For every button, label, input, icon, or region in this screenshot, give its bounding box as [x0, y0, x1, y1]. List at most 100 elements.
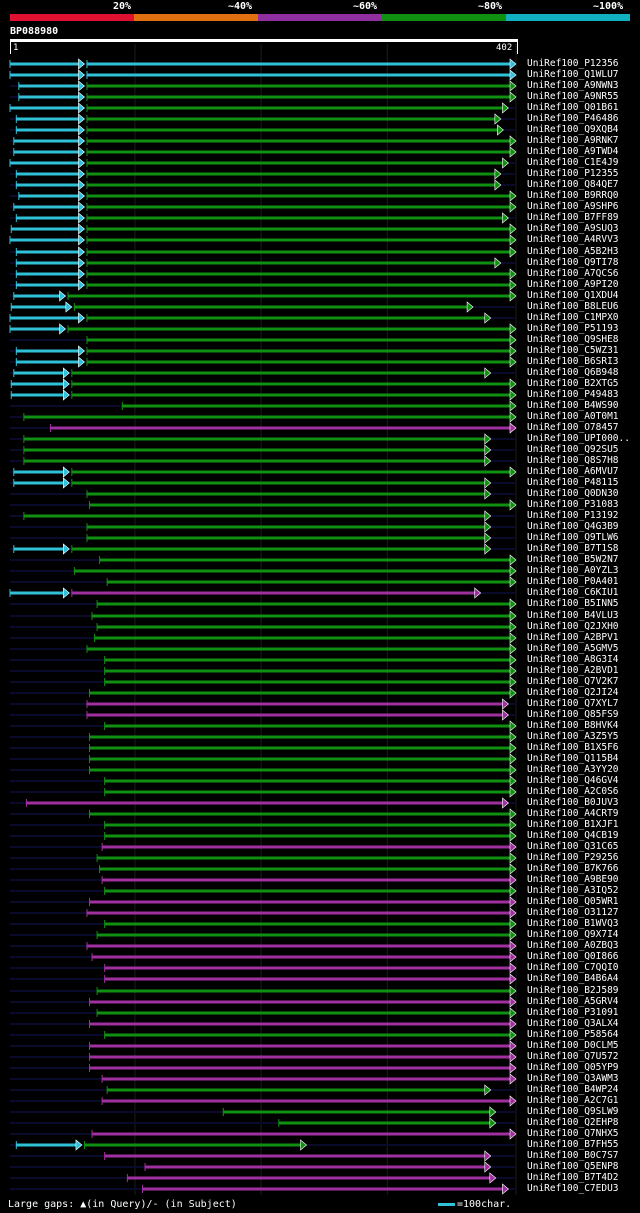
hit-name[interactable]: UniRef100_Q7U572 — [527, 1051, 619, 1062]
hit-name[interactable]: UniRef100_Q01B61 — [527, 102, 619, 113]
hit-name[interactable]: UniRef100_C5WZ31 — [527, 345, 619, 356]
hit-name[interactable]: UniRef100_O31127 — [527, 907, 619, 918]
hit-name[interactable]: UniRef100_B2XTG5 — [527, 378, 619, 389]
hit-name[interactable]: UniRef100_P31091 — [527, 1007, 619, 1018]
hit-name[interactable]: UniRef100_P0A401 — [527, 576, 619, 587]
hit-name[interactable]: UniRef100_B0JUV3 — [527, 797, 619, 808]
hit-name[interactable]: UniRef100_O78457 — [527, 422, 619, 433]
hit-name[interactable]: UniRef100_B4B6A4 — [527, 973, 619, 984]
hit-name[interactable]: UniRef100_P48115 — [527, 477, 619, 488]
hit-name[interactable]: UniRef100_A9RNK7 — [527, 135, 619, 146]
hit-name[interactable]: UniRef100_Q31C65 — [527, 841, 619, 852]
hit-name[interactable]: UniRef100_Q4G3B9 — [527, 521, 619, 532]
hit-name[interactable]: UniRef100_P13192 — [527, 510, 619, 521]
hit-name[interactable]: UniRef100_A9NWN3 — [527, 80, 619, 91]
hit-name[interactable]: UniRef100_A5B2H3 — [527, 246, 619, 257]
hit-name[interactable]: UniRef100_A5GRV4 — [527, 996, 619, 1007]
hit-name[interactable]: UniRef100_B4WP24 — [527, 1084, 619, 1095]
hit-name[interactable]: UniRef100_A8G3I4 — [527, 654, 619, 665]
hit-name[interactable]: UniRef100_A0T0M1 — [527, 411, 619, 422]
hit-name[interactable]: UniRef100_Q84QE7 — [527, 179, 619, 190]
hit-name[interactable]: UniRef100_Q7XYL7 — [527, 698, 619, 709]
hit-name[interactable]: UniRef100_B7K766 — [527, 863, 619, 874]
hit-name[interactable]: UniRef100_Q4CB19 — [527, 830, 619, 841]
hit-name[interactable]: UniRef100_B9RRQ0 — [527, 190, 619, 201]
hit-name[interactable]: UniRef100_B4VLU3 — [527, 610, 619, 621]
hit-name[interactable]: UniRef100_A9SHP6 — [527, 201, 619, 212]
hit-name[interactable]: UniRef100_Q9TI78 — [527, 257, 619, 268]
hit-name[interactable]: UniRef100_Q05WR1 — [527, 896, 619, 907]
hit-name[interactable]: UniRef100_Q9XQB4 — [527, 124, 619, 135]
hit-name[interactable]: UniRef100_Q2EHP8 — [527, 1117, 619, 1128]
hit-name[interactable]: UniRef100_A5GMV5 — [527, 643, 619, 654]
hit-name[interactable]: UniRef100_B1X5F6 — [527, 742, 619, 753]
hit-name[interactable]: UniRef100_Q9SHE8 — [527, 334, 619, 345]
hit-name[interactable]: UniRef100_A7QCS6 — [527, 268, 619, 279]
hit-name[interactable]: UniRef100_Q92SU5 — [527, 444, 619, 455]
hit-name[interactable]: UniRef100_Q46GV4 — [527, 775, 619, 786]
hit-name[interactable]: UniRef100_P12356 — [527, 58, 619, 69]
hit-name[interactable]: UniRef100_D0CLM5 — [527, 1040, 619, 1051]
hit-name[interactable]: UniRef100_P49483 — [527, 389, 619, 400]
hit-name[interactable]: UniRef100_A4RVV3 — [527, 234, 619, 245]
hit-name[interactable]: UniRef100_B5INN5 — [527, 598, 619, 609]
hit-name[interactable]: UniRef100_Q3ALX4 — [527, 1018, 619, 1029]
hit-name[interactable]: UniRef100_A9PI20 — [527, 279, 619, 290]
hit-name[interactable]: UniRef100_A3YY20 — [527, 764, 619, 775]
hit-name[interactable]: UniRef100_A9BE90 — [527, 874, 619, 885]
hit-name[interactable]: UniRef100_A9TWD4 — [527, 146, 619, 157]
hit-name[interactable]: UniRef100_P51193 — [527, 323, 619, 334]
hit-name[interactable]: UniRef100_C7QQI0 — [527, 962, 619, 973]
hit-name[interactable]: UniRef100_B6SRI3 — [527, 356, 619, 367]
hit-name[interactable]: UniRef100_B7FH55 — [527, 1139, 619, 1150]
hit-name[interactable]: UniRef100_A0ZBQ3 — [527, 940, 619, 951]
hit-name[interactable]: UniRef100_A3Z5Y5 — [527, 731, 619, 742]
hit-name[interactable]: UniRef100_Q115B4 — [527, 753, 619, 764]
hit-name[interactable]: UniRef100_P29256 — [527, 852, 619, 863]
hit-name[interactable]: UniRef100_Q0DN30 — [527, 488, 619, 499]
hit-name[interactable]: UniRef100_Q1WLU7 — [527, 69, 619, 80]
hit-name[interactable]: UniRef100_B8HVK4 — [527, 720, 619, 731]
hit-name[interactable]: UniRef100_A3IQ52 — [527, 885, 619, 896]
hit-name[interactable]: UniRef100_UPI000.. — [527, 433, 630, 444]
hit-name[interactable]: UniRef100_B5W2N7 — [527, 554, 619, 565]
hit-name[interactable]: UniRef100_Q05YP9 — [527, 1062, 619, 1073]
hit-name[interactable]: UniRef100_Q2JI24 — [527, 687, 619, 698]
hit-name[interactable]: UniRef100_A2C7G1 — [527, 1095, 619, 1106]
hit-name[interactable]: UniRef100_B2J589 — [527, 985, 619, 996]
hit-name[interactable]: UniRef100_B8LEU6 — [527, 301, 619, 312]
hit-name[interactable]: UniRef100_A2C0S6 — [527, 786, 619, 797]
hit-name[interactable]: UniRef100_Q7V2K7 — [527, 676, 619, 687]
hit-name[interactable]: UniRef100_A6MVU7 — [527, 466, 619, 477]
hit-name[interactable]: UniRef100_Q0I866 — [527, 951, 619, 962]
hit-name[interactable]: UniRef100_A9SUQ3 — [527, 223, 619, 234]
hit-name[interactable]: UniRef100_Q6B948 — [527, 367, 619, 378]
hit-name[interactable]: UniRef100_C6KIU1 — [527, 587, 619, 598]
hit-name[interactable]: UniRef100_C1MPX0 — [527, 312, 619, 323]
hit-name[interactable]: UniRef100_B0C7S7 — [527, 1150, 619, 1161]
hit-name[interactable]: UniRef100_A9NR55 — [527, 91, 619, 102]
hit-name[interactable]: UniRef100_B1XJF1 — [527, 819, 619, 830]
hit-name[interactable]: UniRef100_Q1XDU4 — [527, 290, 619, 301]
hit-name[interactable]: UniRef100_P12355 — [527, 168, 619, 179]
hit-name[interactable]: UniRef100_Q9TLW6 — [527, 532, 619, 543]
hit-name[interactable]: UniRef100_Q9SLW9 — [527, 1106, 619, 1117]
hit-name[interactable]: UniRef100_B4WS90 — [527, 400, 619, 411]
hit-name[interactable]: UniRef100_P46486 — [527, 113, 619, 124]
hit-name[interactable]: UniRef100_Q8S7H8 — [527, 455, 619, 466]
hit-name[interactable]: UniRef100_A2BPV1 — [527, 632, 619, 643]
hit-name[interactable]: UniRef100_A0YZL3 — [527, 565, 619, 576]
hit-name[interactable]: UniRef100_Q5ENP8 — [527, 1161, 619, 1172]
hit-name[interactable]: UniRef100_P31083 — [527, 499, 619, 510]
hit-name[interactable]: UniRef100_Q2JXH0 — [527, 621, 619, 632]
hit-name[interactable]: UniRef100_B7T1S8 — [527, 543, 619, 554]
hit-name[interactable]: UniRef100_C1E4J9 — [527, 157, 619, 168]
hit-name[interactable]: UniRef100_B7T4D2 — [527, 1172, 619, 1183]
hit-name[interactable]: UniRef100_B1WVQ3 — [527, 918, 619, 929]
hit-name[interactable]: UniRef100_C7EDU3 — [527, 1183, 619, 1194]
hit-name[interactable]: UniRef100_P58564 — [527, 1029, 619, 1040]
hit-name[interactable]: UniRef100_A2BVD1 — [527, 665, 619, 676]
hit-name[interactable]: UniRef100_Q3AWM3 — [527, 1073, 619, 1084]
hit-name[interactable]: UniRef100_Q7NHX5 — [527, 1128, 619, 1139]
hit-name[interactable]: UniRef100_B7FF89 — [527, 212, 619, 223]
